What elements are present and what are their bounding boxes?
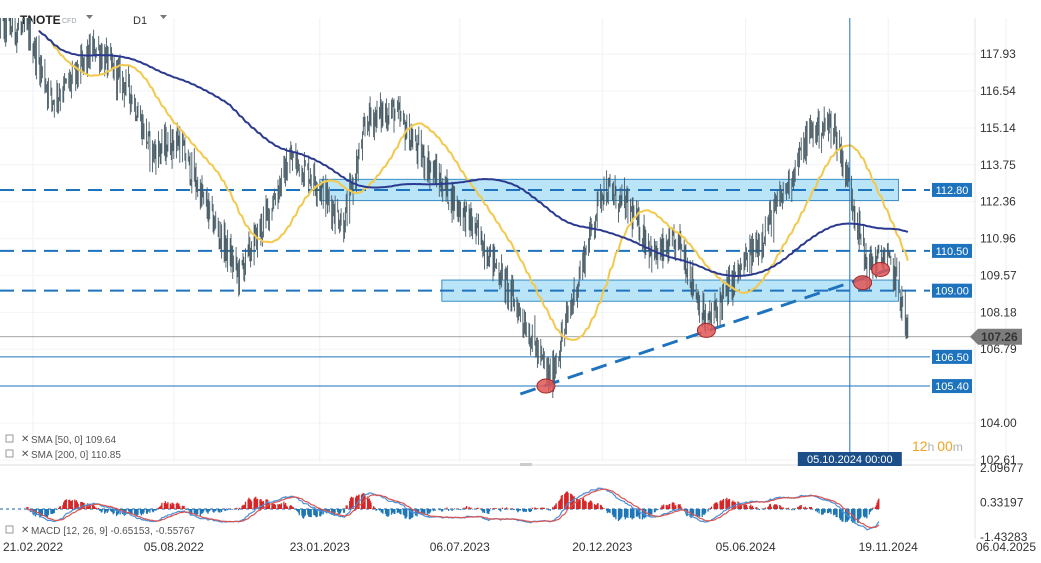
level-tag[interactable] xyxy=(932,283,972,298)
legend-sma200[interactable]: ✕ SMA [200, 0] 110.85 xyxy=(5,449,121,461)
last-price-label: 107.26 xyxy=(981,330,1018,344)
legend-macd[interactable]: ✕ MACD [12, 26, 9] -0.65153, -0.55767 xyxy=(5,525,195,537)
pivot-marker[interactable] xyxy=(696,322,716,338)
timeframe-label[interactable]: D1 xyxy=(133,15,147,27)
chart-header: TNOTE CFD D1 xyxy=(20,13,167,27)
legend-sma200-label: SMA [200, 0] 110.85 xyxy=(31,450,121,461)
time-tick-label: 19.11.2024 xyxy=(859,540,918,554)
macd-panel: 2.09677 0.33197 -1.43283 xyxy=(0,461,1028,544)
level-tag-label: 106.50 xyxy=(935,352,969,364)
pane-resize-handle[interactable] xyxy=(520,463,532,466)
price-tick-label: 115.14 xyxy=(980,121,1016,135)
level-tag-label: 109.00 xyxy=(935,286,969,298)
price-tick-label: 104.00 xyxy=(980,416,1017,430)
time-axis[interactable]: 21.02.2022 05.08.2022 23.01.2023 06.07.2023… xyxy=(3,540,1036,554)
time-tick-label: 20.12.2023 xyxy=(572,540,632,554)
pivot-marker[interactable] xyxy=(871,261,891,277)
crosshair-time-label: 05.10.2024 00:00 xyxy=(807,454,893,466)
level-tag[interactable] xyxy=(932,243,972,258)
legend-sma50[interactable]: ✕ SMA [50, 0] 109.64 xyxy=(5,434,116,446)
price-tick-label: 110.96 xyxy=(980,232,1016,246)
crosshair: 05.10.2024 00:00 xyxy=(797,18,902,466)
level-tag[interactable] xyxy=(932,182,972,197)
time-tick-label: 21.02.2022 xyxy=(3,540,63,554)
macd-tick-label: -1.43283 xyxy=(980,530,1028,544)
horizontal-levels: 112.80 110.50 109.00 106.50 105.40 xyxy=(0,182,975,394)
macd-tick-label: 2.09677 xyxy=(980,461,1024,475)
remove-icon[interactable]: ✕ xyxy=(21,525,29,536)
price-axis[interactable]: 117.93 116.54 115.14 113.75 112.36 110.96 109.… xyxy=(970,47,1022,467)
legend-grip-icon xyxy=(5,434,14,443)
legend-grip-icon xyxy=(5,449,14,458)
timeframe-chevron-down-icon[interactable] xyxy=(160,15,167,19)
legend-grip-icon xyxy=(5,525,14,534)
level-tag[interactable] xyxy=(932,379,972,394)
time-tick-label: 23.01.2023 xyxy=(290,540,350,554)
level-tag-label: 105.40 xyxy=(935,381,969,393)
candle-timer: 12h 00m xyxy=(912,438,963,454)
grid xyxy=(0,18,1007,539)
time-tick-label: 05.06.2024 xyxy=(716,540,776,554)
sma200-line[interactable] xyxy=(38,29,909,278)
legend-macd-label: MACD [12, 26, 9] -0.65153, -0.55767 xyxy=(31,526,195,537)
level-tag-label: 112.80 xyxy=(936,185,969,197)
crosshair-time-tag xyxy=(797,452,902,466)
time-tick-label: 06.04.2025 xyxy=(976,540,1036,554)
price-tick-label: 109.57 xyxy=(980,269,1017,283)
trendline[interactable] xyxy=(519,268,890,396)
time-tick-label: 06.07.2023 xyxy=(430,540,490,554)
macd-tick-label: 0.33197 xyxy=(980,496,1024,510)
level-tag-label: 110.50 xyxy=(936,246,969,258)
price-tick-label: 106.79 xyxy=(980,342,1017,356)
moving-averages xyxy=(38,29,909,342)
price-tick-label: 113.75 xyxy=(980,158,1016,172)
support-resistance-zones xyxy=(319,178,899,302)
symbol-chevron-down-icon[interactable] xyxy=(86,15,93,19)
price-tick-label: 108.18 xyxy=(980,305,1017,319)
macd-signal-line[interactable] xyxy=(26,488,880,529)
remove-icon[interactable]: ✕ xyxy=(21,449,29,460)
symbol-label[interactable]: TNOTE xyxy=(20,13,61,27)
legend-sma50-label: SMA [50, 0] 109.64 xyxy=(31,435,116,446)
pivot-marker[interactable] xyxy=(536,378,556,394)
time-tick-label: 05.08.2022 xyxy=(144,540,204,554)
price-tick-label: 102.61 xyxy=(980,453,1017,467)
trendline-layer xyxy=(519,268,890,396)
price-tick-label: 112.36 xyxy=(980,195,1016,209)
last-price-tag xyxy=(970,328,1022,345)
level-tag[interactable] xyxy=(932,349,972,364)
pivot-marker[interactable] xyxy=(853,275,873,291)
pivot-markers xyxy=(536,261,891,394)
remove-icon[interactable]: ✕ xyxy=(21,434,29,445)
price-tick-label: 116.54 xyxy=(980,84,1016,98)
candles xyxy=(0,18,909,398)
indicator-legend: ✕ SMA [50, 0] 109.64 ✕ SMA [200, 0] 110.… xyxy=(5,434,195,537)
cfd-badge: CFD xyxy=(62,18,76,25)
price-tick-label: 117.93 xyxy=(980,47,1016,61)
sma50-line[interactable] xyxy=(38,29,909,342)
